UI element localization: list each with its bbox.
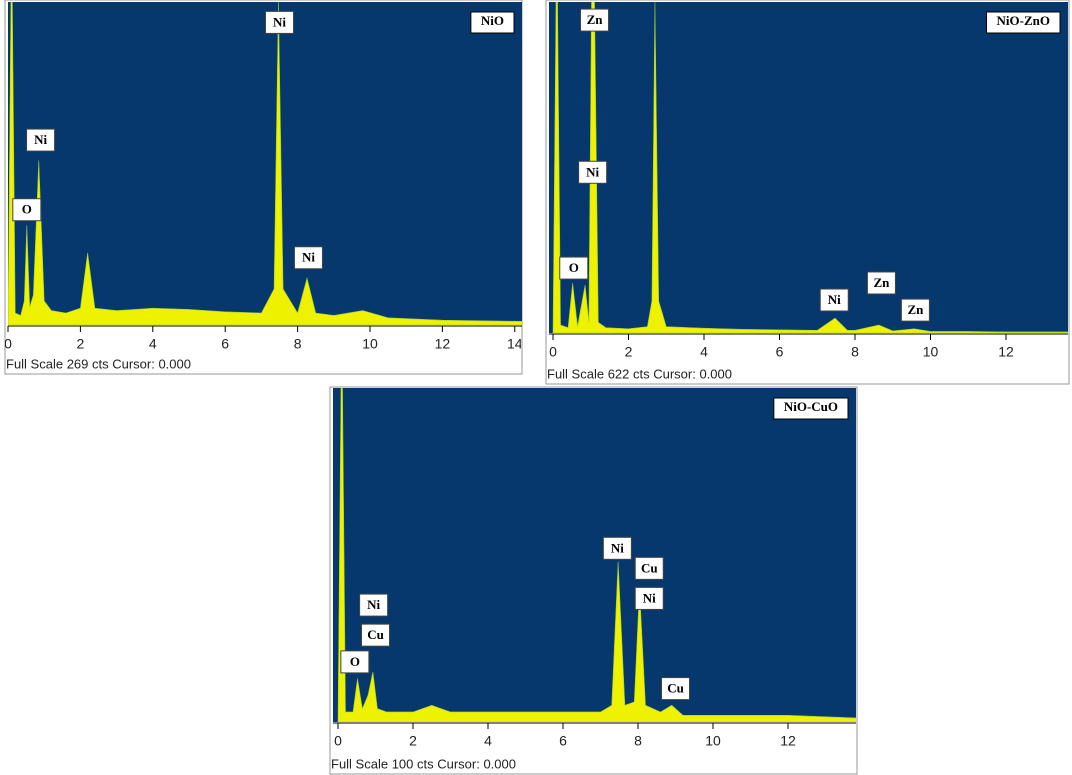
spectrum-area xyxy=(337,388,856,722)
sample-title-box xyxy=(470,11,515,34)
x-tick-label: 10 xyxy=(362,336,378,352)
sample-title: NiO-ZnO xyxy=(997,13,1050,28)
x-tick-label: 0 xyxy=(4,336,12,352)
spectrum-panel: 0 2 4 6 8 10 12 1 Full Scale 100 cts Cursor: 0.0… xyxy=(329,386,867,775)
peak-label-box xyxy=(634,556,664,580)
x-tick-label: 12 xyxy=(780,733,796,749)
peak-label: Ni xyxy=(34,132,47,147)
peak-label: Zn xyxy=(907,302,924,317)
peak-label: O xyxy=(22,202,32,217)
peak-label: Cu xyxy=(367,627,384,642)
x-tick-label: 4 xyxy=(149,336,157,352)
x-tick-label: 12 xyxy=(435,336,451,352)
x-tick-label: 1 xyxy=(859,733,867,749)
peak-label: Cu xyxy=(667,681,684,696)
peak-label: Ni xyxy=(367,597,380,612)
peak-label-box xyxy=(26,128,56,152)
sample-title-box xyxy=(773,397,849,420)
peak-label: Zn xyxy=(873,275,890,290)
plot-background xyxy=(333,388,856,722)
peak-label: Ni xyxy=(828,292,841,307)
peak-label: Ni xyxy=(273,14,286,29)
peak-label-box xyxy=(293,246,323,270)
peak-label: Cu xyxy=(641,560,658,575)
plot-background xyxy=(549,2,1068,333)
plot-background xyxy=(8,2,522,325)
peak-label-box xyxy=(634,586,664,610)
x-tick-label: 0 xyxy=(549,344,557,360)
peak-label: Ni xyxy=(611,540,624,555)
peak-label-box xyxy=(559,256,589,280)
sample-title: NiO-CuO xyxy=(784,399,838,414)
x-tick-label: 14 xyxy=(507,336,523,352)
x-tick-label: 0 xyxy=(334,733,342,749)
x-tick-label: 2 xyxy=(77,336,85,352)
peak-label: O xyxy=(350,654,360,669)
x-tick-label: 8 xyxy=(294,336,302,352)
footer: Full Scale 622 cts Cursor: 0.000 xyxy=(547,366,732,381)
x-tick-label: 8 xyxy=(851,344,859,360)
peak-label: O xyxy=(569,260,579,275)
x-ticks: 0 2 4 6 8 10 12 14 xyxy=(4,326,523,352)
peak-label-box xyxy=(819,288,849,312)
peak-label-box xyxy=(866,271,896,295)
spectrum-panel: 0 2 4 6 8 10 12 14 Full Scale 269 cts Cursor: 0.… xyxy=(4,0,523,375)
x-tick-label: 6 xyxy=(221,336,229,352)
peak-label-box xyxy=(265,10,294,34)
peak-label-box xyxy=(340,650,370,674)
spectrum-area xyxy=(552,2,1068,333)
x-ticks: 0 2 4 6 8 10 12 1 xyxy=(334,723,867,749)
peak-label: Ni xyxy=(586,164,599,179)
peak-label-box xyxy=(359,593,389,617)
peak-label: Ni xyxy=(643,590,656,605)
peak-label: Zn xyxy=(587,12,604,27)
footer: Full Scale 100 cts Cursor: 0.000 xyxy=(331,756,516,771)
peak-label-box xyxy=(361,623,390,647)
x-tick-label: 10 xyxy=(923,344,939,360)
peak-label-box xyxy=(578,160,608,184)
x-tick-label: 2 xyxy=(625,344,633,360)
x-tick-label: 4 xyxy=(484,733,492,749)
x-tick-label: 12 xyxy=(998,344,1014,360)
x-tick-label: 10 xyxy=(705,733,721,749)
x-tick-label: 6 xyxy=(559,733,567,749)
footer: Full Scale 269 cts Cursor: 0.000 xyxy=(6,356,191,371)
peak-label-box xyxy=(12,198,42,222)
spectrum-area xyxy=(8,2,522,325)
peak-label-box xyxy=(900,298,930,322)
peak-label: Ni xyxy=(302,250,315,265)
peak-label-box xyxy=(580,8,610,32)
x-tick-label: 4 xyxy=(700,344,708,360)
peak-label-box xyxy=(661,677,690,701)
x-tick-label: 8 xyxy=(634,733,642,749)
peak-label-box xyxy=(602,536,632,560)
sample-title: NiO xyxy=(481,13,504,28)
x-tick-label: 6 xyxy=(776,344,784,360)
sample-title-box xyxy=(986,11,1061,34)
x-tick-label: 2 xyxy=(409,733,417,749)
